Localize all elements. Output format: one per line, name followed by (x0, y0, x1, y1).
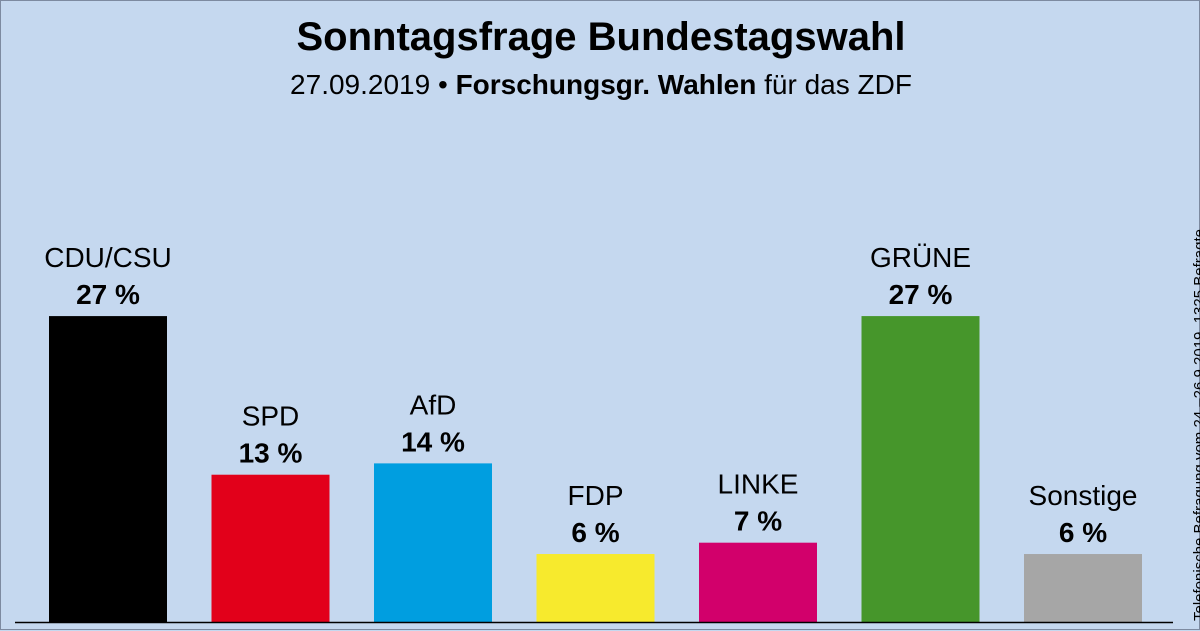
value-label-fdp: 6 % (571, 517, 619, 548)
bar-fdp (536, 554, 655, 622)
party-label-sonstige: Sonstige (1029, 480, 1138, 511)
bar-afd (374, 463, 492, 622)
subtitle-institute: Forschungsgr. Wahlen (455, 69, 757, 100)
party-label-grüne: GRÜNE (870, 242, 971, 273)
party-label-cdu-csu: CDU/CSU (44, 242, 172, 273)
party-label-spd: SPD (242, 401, 300, 432)
subtitle-bullet: • (437, 69, 448, 100)
bar-grüne (861, 316, 980, 622)
bar-cdu-csu (49, 316, 167, 622)
subtitle-suffix: für das ZDF (764, 69, 912, 100)
bar-spd (211, 474, 330, 622)
value-label-cdu-csu: 27 % (76, 279, 140, 310)
party-label-linke: LINKE (718, 469, 799, 500)
party-label-afd: AfD (410, 389, 457, 420)
bar-linke (699, 542, 817, 622)
value-label-afd: 14 % (401, 426, 465, 457)
value-label-spd: 13 % (239, 438, 303, 469)
value-label-grüne: 27 % (889, 279, 953, 310)
subtitle-date: 27.09.2019 (290, 69, 431, 100)
value-label-sonstige: 6 % (1059, 517, 1107, 548)
chart-subtitle: 27.09.2019 • Forschungsgr. Wahlen für da… (1, 67, 1200, 103)
value-label-linke: 7 % (734, 506, 782, 537)
bar-sonstige (1024, 554, 1142, 622)
chart-title: Sonntagsfrage Bundestagswahl (296, 15, 906, 59)
party-label-fdp: FDP (568, 480, 624, 511)
